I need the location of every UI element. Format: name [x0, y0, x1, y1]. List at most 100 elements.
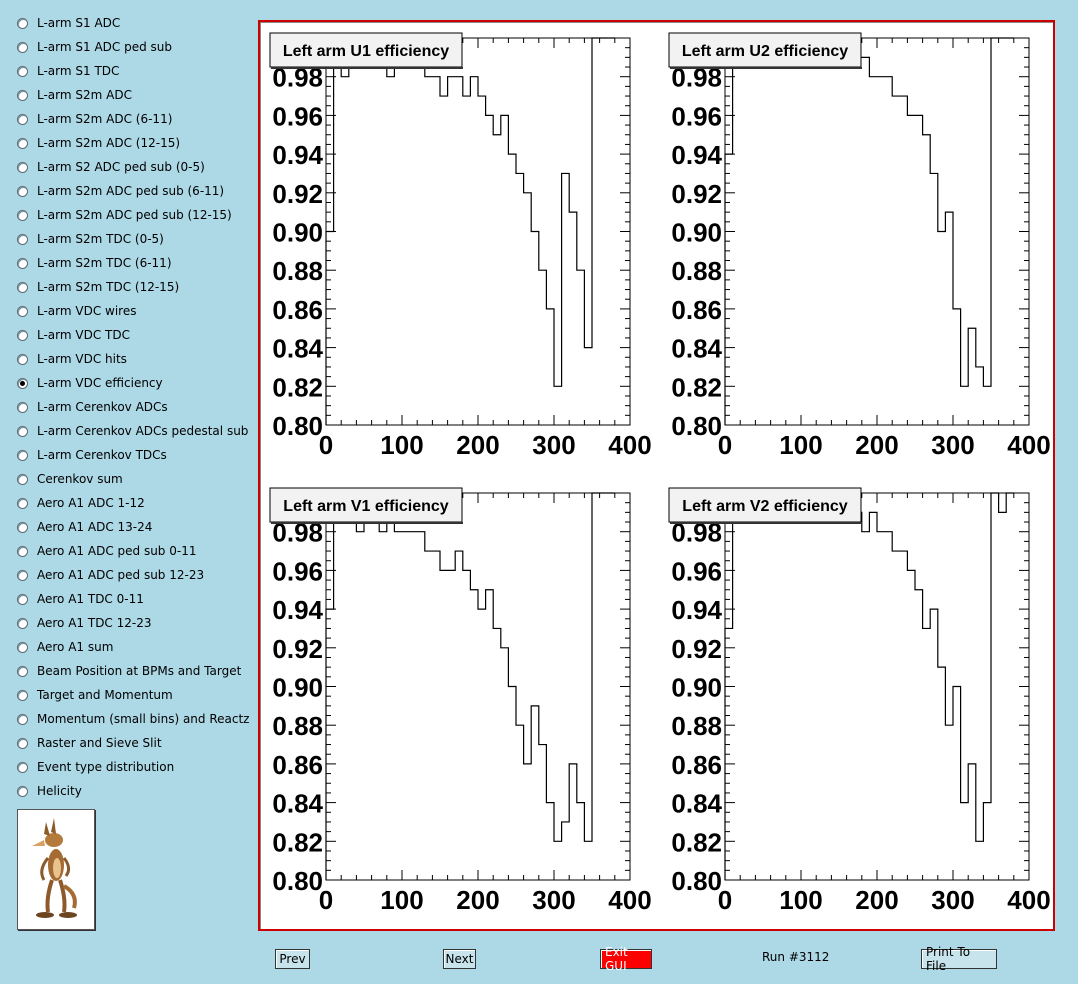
- sidebar-item-label: Momentum (small bins) and Reactz: [37, 712, 250, 726]
- sidebar-item[interactable]: L-arm S1 TDC: [17, 61, 119, 81]
- radio-unchecked-icon[interactable]: [17, 281, 28, 293]
- y-tick-label: 0.94: [671, 140, 722, 170]
- sidebar-item-label: Aero A1 ADC ped sub 12-23: [37, 568, 205, 582]
- sidebar-item[interactable]: L-arm S2m TDC (0-5): [17, 229, 164, 249]
- sidebar-item-label: L-arm Cerenkov TDCs: [37, 448, 167, 462]
- exit-gui-button[interactable]: Exit GUI: [600, 945, 652, 973]
- sidebar-item[interactable]: L-arm VDC efficiency: [17, 373, 163, 393]
- radio-unchecked-icon[interactable]: [17, 713, 28, 725]
- x-tick-label: 200: [456, 885, 499, 915]
- y-tick-label: 0.96: [272, 101, 323, 131]
- x-tick-label: 400: [608, 430, 651, 460]
- radio-unchecked-icon[interactable]: [17, 761, 28, 773]
- sidebar-item[interactable]: L-arm S2 ADC ped sub (0-5): [17, 157, 205, 177]
- y-tick-label: 0.92: [671, 634, 722, 664]
- y-tick-label: 0.90: [671, 218, 722, 248]
- sidebar-item[interactable]: L-arm S2m TDC (12-15): [17, 277, 179, 297]
- y-tick-label: 0.84: [671, 334, 722, 364]
- sidebar-item[interactable]: L-arm S1 ADC ped sub: [17, 37, 172, 57]
- prev-button[interactable]: Prev: [275, 949, 310, 969]
- radio-unchecked-icon[interactable]: [17, 641, 28, 653]
- radio-unchecked-icon[interactable]: [17, 425, 28, 437]
- x-tick-label: 100: [779, 885, 822, 915]
- sidebar-item[interactable]: Momentum (small bins) and Reactz: [17, 709, 249, 729]
- y-tick-label: 0.80: [272, 866, 323, 896]
- sidebar-item[interactable]: Aero A1 ADC ped sub 12-23: [17, 565, 204, 585]
- radio-checked-icon[interactable]: [17, 377, 28, 389]
- print-to-file-button[interactable]: Print To File: [921, 945, 997, 973]
- radio-unchecked-icon[interactable]: [17, 449, 28, 461]
- sidebar-item-label: L-arm Cerenkov ADCs: [37, 400, 168, 414]
- y-tick-label: 0.86: [272, 750, 323, 780]
- chart-title-box: [668, 32, 862, 68]
- sidebar-item[interactable]: L-arm Cerenkov ADCs: [17, 397, 168, 417]
- sidebar-item-label: Raster and Sieve Slit: [37, 736, 162, 750]
- sidebar-item-label: L-arm S1 ADC ped sub: [37, 40, 172, 54]
- radio-unchecked-icon[interactable]: [17, 473, 28, 485]
- sidebar-item[interactable]: Aero A1 TDC 0-11: [17, 589, 144, 609]
- efficiency-plots: 0 100 200 300 400 0.80 0.82 0.84 0.86 0.88 0.90 0.9…: [269, 32, 1051, 915]
- radio-unchecked-icon[interactable]: [17, 497, 28, 509]
- radio-unchecked-icon[interactable]: [17, 185, 28, 197]
- radio-unchecked-icon[interactable]: [17, 593, 28, 605]
- sidebar-item[interactable]: Aero A1 ADC 13-24: [17, 517, 152, 537]
- sidebar-item[interactable]: Aero A1 ADC 1-12: [17, 493, 145, 513]
- y-tick-label: 0.88: [671, 711, 722, 741]
- radio-unchecked-icon[interactable]: [17, 665, 28, 677]
- sidebar-item[interactable]: Event type distribution: [17, 757, 174, 777]
- radio-unchecked-icon[interactable]: [17, 689, 28, 701]
- x-tick-label: 200: [855, 885, 898, 915]
- radio-unchecked-icon[interactable]: [17, 617, 28, 629]
- sidebar-item[interactable]: Beam Position at BPMs and Target: [17, 661, 241, 681]
- next-button[interactable]: Next: [443, 949, 476, 969]
- y-tick-label: 0.82: [272, 827, 323, 857]
- x-tick-label: 200: [855, 430, 898, 460]
- radio-unchecked-icon[interactable]: [17, 209, 28, 221]
- sidebar-item[interactable]: L-arm VDC wires: [17, 301, 136, 321]
- y-tick-label: 0.84: [272, 789, 323, 819]
- radio-unchecked-icon[interactable]: [17, 785, 28, 797]
- chart-panel: 0 100 200 300 400 0.80 0.82 0.84 0.86 0.88 0.90 0.9…: [668, 487, 1051, 915]
- radio-unchecked-icon[interactable]: [17, 521, 28, 533]
- radio-unchecked-icon[interactable]: [17, 137, 28, 149]
- radio-unchecked-icon[interactable]: [17, 65, 28, 77]
- sidebar-item[interactable]: L-arm S2m ADC: [17, 85, 132, 105]
- sidebar-item[interactable]: Aero A1 sum: [17, 637, 113, 657]
- radio-unchecked-icon[interactable]: [17, 545, 28, 557]
- sidebar-item[interactable]: Helicity: [17, 781, 82, 801]
- sidebar-item[interactable]: L-arm Cerenkov TDCs: [17, 445, 167, 465]
- sidebar-item[interactable]: L-arm S1 ADC: [17, 13, 120, 33]
- radio-unchecked-icon[interactable]: [17, 113, 28, 125]
- sidebar-item-label: L-arm S1 TDC: [37, 64, 120, 78]
- radio-unchecked-icon[interactable]: [17, 233, 28, 245]
- sidebar-item[interactable]: Cerenkov sum: [17, 469, 123, 489]
- radio-unchecked-icon[interactable]: [17, 401, 28, 413]
- radio-unchecked-icon[interactable]: [17, 329, 28, 341]
- radio-unchecked-icon[interactable]: [17, 41, 28, 53]
- sidebar-item-label: L-arm VDC TDC: [37, 328, 130, 342]
- radio-unchecked-icon[interactable]: [17, 305, 28, 317]
- sidebar-item[interactable]: Aero A1 ADC ped sub 0-11: [17, 541, 196, 561]
- radio-unchecked-icon[interactable]: [17, 161, 28, 173]
- sidebar-item[interactable]: L-arm VDC hits: [17, 349, 127, 369]
- sidebar-item[interactable]: L-arm VDC TDC: [17, 325, 130, 345]
- sidebar-item[interactable]: L-arm S2m ADC ped sub (6-11): [17, 181, 224, 201]
- radio-unchecked-icon[interactable]: [17, 569, 28, 581]
- sidebar-item-label: L-arm VDC hits: [37, 352, 127, 366]
- sidebar-item[interactable]: L-arm S2m TDC (6-11): [17, 253, 172, 273]
- y-tick-label: 0.80: [671, 866, 722, 896]
- radio-unchecked-icon[interactable]: [17, 737, 28, 749]
- sidebar-item[interactable]: L-arm S2m ADC (6-11): [17, 109, 172, 129]
- radio-unchecked-icon[interactable]: [17, 257, 28, 269]
- sidebar-item[interactable]: Aero A1 TDC 12-23: [17, 613, 152, 633]
- sidebar-item[interactable]: Target and Momentum: [17, 685, 173, 705]
- radio-unchecked-icon[interactable]: [17, 89, 28, 101]
- sidebar-item[interactable]: L-arm S2m ADC (12-15): [17, 133, 180, 153]
- sidebar-item[interactable]: Raster and Sieve Slit: [17, 733, 162, 753]
- sidebar-item[interactable]: L-arm Cerenkov ADCs pedestal sub: [17, 421, 248, 441]
- radio-unchecked-icon[interactable]: [17, 17, 28, 29]
- radio-unchecked-icon[interactable]: [17, 353, 28, 365]
- sidebar-item[interactable]: L-arm S2m ADC ped sub (12-15): [17, 205, 232, 225]
- chart-title: Left arm V1 efficiency: [283, 498, 449, 515]
- plot-frame: [724, 492, 1030, 881]
